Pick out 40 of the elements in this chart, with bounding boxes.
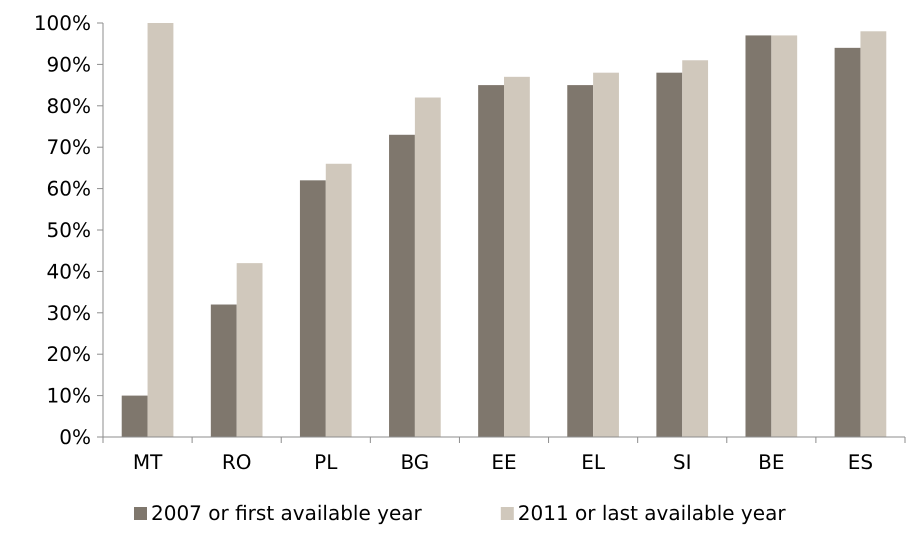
y-tick-label: 70%	[46, 135, 91, 160]
bar	[682, 60, 708, 437]
x-tick-label: MT	[132, 450, 164, 474]
bar	[300, 180, 326, 437]
bar	[771, 35, 798, 437]
bar	[122, 396, 148, 437]
bar	[414, 98, 441, 437]
bar	[504, 76, 530, 437]
x-tick-label: BE	[758, 450, 785, 474]
legend-label: 2011 or last available year	[518, 501, 786, 525]
x-tick-label: EE	[491, 450, 517, 474]
bar	[860, 31, 886, 437]
bar	[567, 85, 594, 437]
bar	[656, 72, 682, 437]
y-tick-label: 30%	[46, 300, 91, 325]
x-tick-label: EL	[581, 450, 606, 474]
bar	[210, 304, 237, 437]
bar	[326, 164, 352, 437]
y-tick-label: 10%	[46, 384, 91, 408]
y-tick-label: 50%	[46, 218, 91, 242]
bar	[745, 35, 772, 437]
y-tick-label: 100%	[34, 11, 91, 35]
x-tick-label: BG	[400, 450, 430, 474]
y-tick-label: 20%	[46, 342, 91, 366]
x-tick-label: SI	[672, 450, 692, 474]
y-tick-label: 80%	[46, 94, 91, 118]
bar	[593, 72, 619, 437]
bar	[236, 263, 263, 437]
bar	[478, 85, 504, 437]
legend-label: 2007 or first available year	[151, 501, 423, 525]
bar	[389, 134, 415, 437]
bar	[148, 23, 174, 437]
y-tick-label: 0%	[59, 425, 91, 449]
x-tick-label: ES	[848, 450, 874, 474]
x-tick-label: RO	[222, 450, 252, 474]
x-tick-label: PL	[314, 450, 338, 474]
y-tick-label: 40%	[46, 259, 91, 284]
bar	[834, 48, 860, 437]
y-tick-label: 90%	[46, 52, 91, 76]
y-tick-label: 60%	[46, 176, 91, 201]
